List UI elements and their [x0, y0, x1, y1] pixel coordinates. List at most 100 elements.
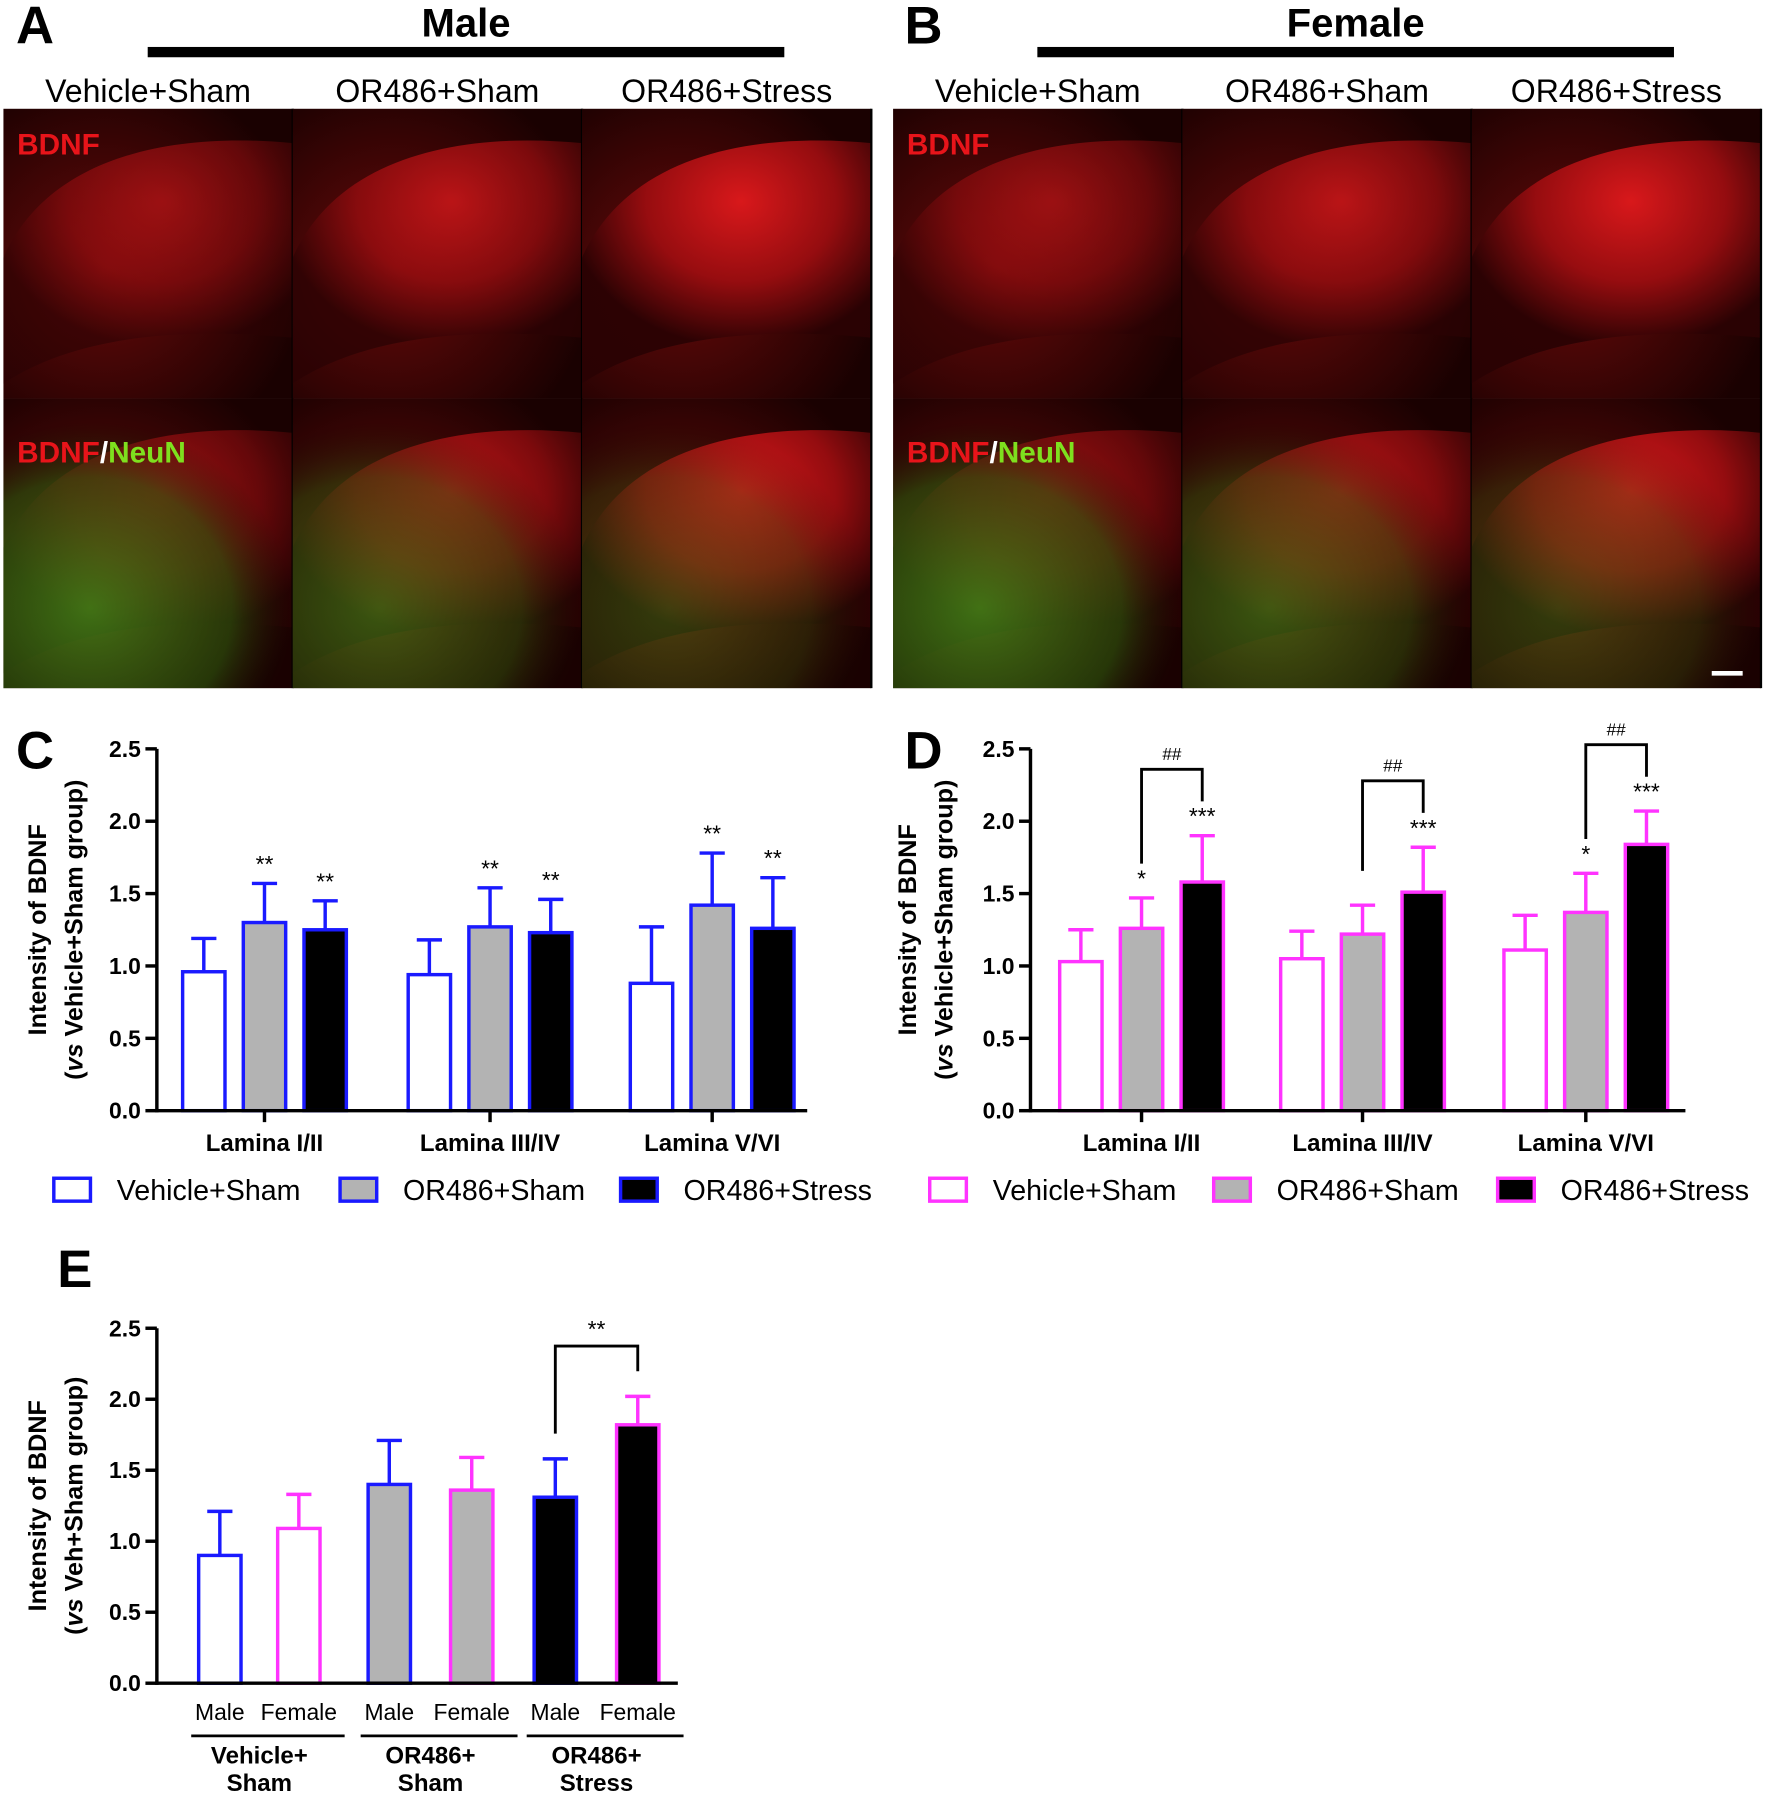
bracket — [553, 1344, 640, 1434]
significance: ** — [764, 845, 782, 871]
bar — [366, 1482, 413, 1685]
bar — [1400, 890, 1447, 1113]
bar — [1118, 926, 1165, 1113]
x-tick-label: Female — [600, 1699, 676, 1725]
legend-label: Vehicle+Sham — [117, 1175, 301, 1207]
neun-stain — [292, 421, 583, 689]
x-tick-label: Lamina I/II — [206, 1130, 324, 1157]
column-label: Vehicle+Sham — [935, 73, 1141, 109]
group-line-text: Sham — [227, 1770, 292, 1797]
bar — [448, 1488, 495, 1685]
stain-name: BDNF — [17, 129, 100, 162]
neun-stain — [1471, 421, 1761, 689]
legend-swatch — [618, 1176, 659, 1203]
y-tick-label: 1.0 — [983, 953, 1015, 979]
dorsal-horn — [582, 140, 872, 384]
label-part: Vehicle+Sham group) — [60, 780, 88, 1044]
y-tick-label: 0.0 — [983, 1098, 1015, 1124]
dorsal-horn — [893, 140, 1183, 384]
stain-name: BDNF — [17, 437, 100, 470]
bracket-label: ## — [1383, 756, 1403, 776]
stain-name: BDNF — [907, 129, 990, 162]
legend-label: OR486+Sham — [403, 1175, 585, 1207]
bar — [1339, 932, 1386, 1113]
bracket-label: ## — [1607, 720, 1627, 740]
stain-name: NeuN — [998, 437, 1076, 470]
y-tick-label: 1.5 — [983, 881, 1015, 907]
x-tick-label: Lamina I/II — [1083, 1130, 1201, 1157]
label-part: Veh+Sham group) — [60, 1377, 88, 1599]
bar — [406, 972, 453, 1113]
dorsal-horn — [1471, 140, 1761, 384]
label-part: ( — [60, 1626, 88, 1635]
legend-label: OR486+Sham — [1277, 1175, 1459, 1207]
bar — [302, 928, 349, 1113]
y-tick-label: 2.5 — [109, 736, 141, 762]
y-tick-label: 2.0 — [109, 808, 141, 834]
bar — [180, 970, 227, 1113]
bracket — [1140, 767, 1204, 864]
stain-name: NeuN — [108, 437, 186, 470]
group-label: Vehicle+ Sham — [211, 1742, 308, 1796]
y-tick-label: 1.0 — [109, 953, 141, 979]
bar — [1623, 842, 1670, 1113]
dorsal-horn — [3, 140, 293, 384]
row-label: BDNF/NeuN — [17, 437, 186, 470]
column-label: Vehicle+Sham — [45, 73, 251, 109]
panel-letter: D — [905, 721, 943, 780]
bracket — [1361, 779, 1425, 871]
x-tick-label: Male — [195, 1699, 245, 1725]
stain-name: / — [989, 437, 997, 470]
bar — [532, 1495, 579, 1685]
significance: * — [1581, 841, 1590, 867]
header-bar — [1037, 46, 1674, 58]
y-axis-label: (vs Vehicle+Sham group) — [931, 780, 959, 1080]
legend-swatch — [338, 1176, 379, 1203]
panel-header: Male — [421, 2, 510, 46]
significance: ** — [316, 868, 334, 894]
group-line-text: OR486+ — [385, 1742, 475, 1769]
label-part: Vehicle+Sham group) — [931, 780, 959, 1044]
y-tick-label: 1.0 — [109, 1528, 141, 1554]
bar — [467, 925, 513, 1113]
y-tick-label: 0.0 — [109, 1098, 141, 1124]
bar — [1502, 948, 1549, 1113]
x-tick-label: Male — [531, 1699, 581, 1725]
bracket — [1584, 743, 1648, 839]
significance: *** — [1189, 803, 1216, 829]
legend-label: Vehicle+Sham — [993, 1175, 1177, 1207]
dorsal-horn — [1182, 140, 1472, 384]
neun-stain — [1182, 421, 1472, 689]
label-part: ( — [60, 1071, 88, 1080]
legend-swatch — [52, 1176, 93, 1203]
bar — [275, 1526, 322, 1685]
y-axis-label: Intensity of BDNF — [24, 824, 52, 1035]
panel-letter: E — [57, 1240, 92, 1299]
label-part: vs — [60, 1043, 88, 1071]
significance: ** — [703, 821, 721, 847]
legend-swatch — [1495, 1176, 1536, 1203]
y-tick-label: 1.5 — [109, 881, 141, 907]
y-axis-label: (vs Veh+Sham group) — [60, 1377, 88, 1635]
significance: * — [1137, 865, 1146, 891]
significance: *** — [1410, 815, 1437, 841]
x-tick-label: Lamina V/VI — [1518, 1130, 1654, 1157]
panel-header: Female — [1287, 2, 1425, 46]
bar — [527, 930, 574, 1113]
neun-stain — [582, 421, 872, 689]
group-line-text: Sham — [398, 1770, 463, 1797]
column-label: OR486+Stress — [1511, 73, 1722, 109]
row-label: BDNF/NeuN — [907, 437, 1076, 470]
group-line-text: OR486+ — [551, 1742, 641, 1769]
stain-name: / — [100, 437, 108, 470]
panel-letter: C — [16, 721, 54, 780]
group-line-text: Stress — [560, 1770, 633, 1797]
label-part: vs — [60, 1598, 88, 1626]
x-tick-label: Female — [261, 1699, 337, 1725]
bar — [1278, 957, 1325, 1113]
bar — [196, 1553, 243, 1685]
significance: ** — [256, 851, 274, 877]
column-label: OR486+Stress — [621, 73, 832, 109]
bar — [689, 903, 736, 1113]
